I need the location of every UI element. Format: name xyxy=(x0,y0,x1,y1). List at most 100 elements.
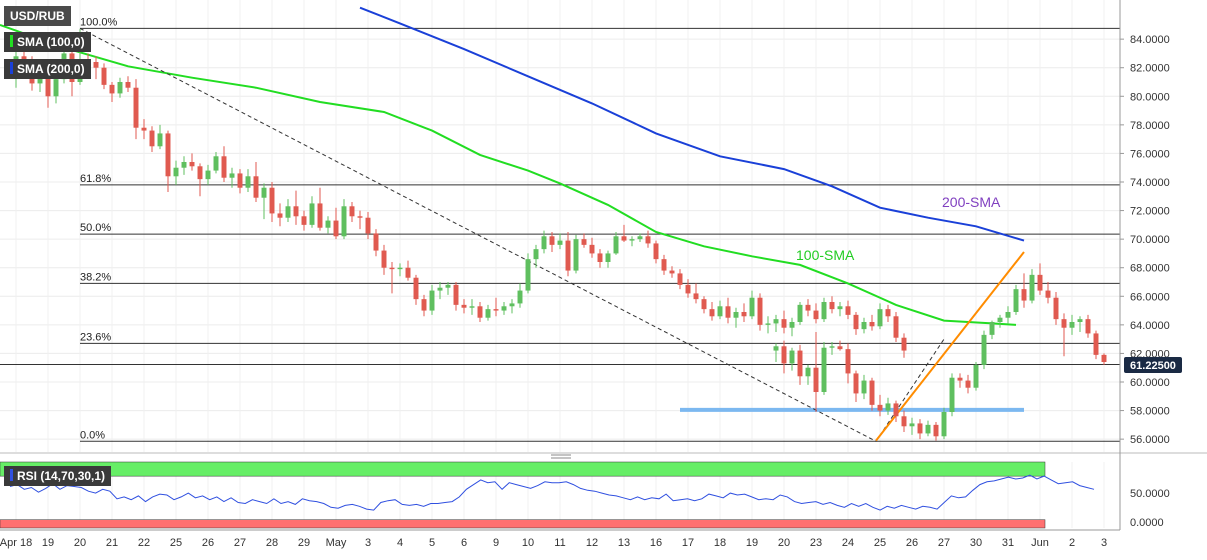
candle-body-bear xyxy=(837,346,843,350)
sma200-legend[interactable]: SMA (200,0) xyxy=(4,59,91,79)
candle-body-bear xyxy=(781,346,787,364)
candle-body-bear xyxy=(221,156,227,178)
rsi-tick-label: 0.0000 xyxy=(1130,517,1164,529)
time-tick-label: 12 xyxy=(586,537,598,549)
candle-body-bull xyxy=(837,306,843,310)
candle-body-bear xyxy=(189,162,195,167)
rsi-overbought-zone xyxy=(0,461,1046,477)
candle-body-bull xyxy=(909,423,915,427)
candle-body-bull xyxy=(805,367,811,377)
candle-body-bear xyxy=(885,309,891,317)
candle-body-bear xyxy=(693,293,699,300)
candle-body-bull xyxy=(557,240,563,245)
candle-body-bear xyxy=(597,253,603,262)
time-tick-label: 25 xyxy=(170,537,182,549)
candle-body-bear xyxy=(333,220,339,237)
time-tick-label: 5 xyxy=(429,537,435,549)
time-tick-label: 24 xyxy=(842,537,854,549)
candle-body-bear xyxy=(1061,319,1067,328)
candle-body-bull xyxy=(437,287,443,291)
candle-body-bear xyxy=(301,216,307,225)
candle-body-bear xyxy=(453,284,459,305)
candle-body-bull xyxy=(309,203,315,225)
candle-body-bull xyxy=(485,309,491,318)
candle-body-bull xyxy=(397,267,403,270)
time-tick-label: 9 xyxy=(493,537,499,549)
candle-body-bear xyxy=(389,267,395,270)
candle-body-bear xyxy=(381,250,387,268)
candle-body-bear xyxy=(141,127,147,131)
fib-level-label: 0.0% xyxy=(80,429,105,441)
time-tick-label: 26 xyxy=(202,537,214,549)
candle-body-bear xyxy=(669,270,675,274)
candle-body-bear xyxy=(93,62,99,68)
trend-lines xyxy=(79,27,1025,442)
candle-body-bear xyxy=(109,84,115,94)
candle-body-bear xyxy=(317,203,323,228)
candle-body-bull xyxy=(573,239,579,271)
candle-body-bear xyxy=(805,304,811,311)
candle-body-bear xyxy=(701,299,707,310)
fib-level-label: 100.0% xyxy=(80,16,118,28)
time-tick-label: 20 xyxy=(778,537,790,549)
price-tick-label: 72.0000 xyxy=(1130,206,1170,218)
candle-body-bear xyxy=(677,273,683,285)
candle-body-bull xyxy=(773,346,779,351)
fib-level-label: 61.8% xyxy=(80,173,111,185)
symbol-label[interactable]: USD/RUB xyxy=(4,6,71,26)
candle-body-bull xyxy=(53,79,59,97)
price-axis: 84.0000 82.0000 80.0000 78.0000 76.0000 74.00… xyxy=(1119,0,1170,530)
candle-body-bull xyxy=(229,173,235,178)
candle-body-bear xyxy=(1093,333,1099,355)
fib-level-label: 38.2% xyxy=(80,271,111,283)
candle-body-bear xyxy=(869,380,875,405)
candle-body-bull xyxy=(613,236,619,254)
price-tick-label: 78.0000 xyxy=(1130,120,1170,132)
candle-body-bull xyxy=(533,249,539,260)
candle-body-bull xyxy=(605,253,611,262)
fib-level-label: 23.6% xyxy=(80,331,111,343)
candle-body-bull xyxy=(1069,322,1075,328)
candle-body-bear xyxy=(813,367,819,392)
rsi-pane: 50.0000 0.0000 xyxy=(0,461,1170,529)
candle-body-bear xyxy=(549,236,555,245)
time-tick-label: Jun xyxy=(1031,537,1049,549)
time-tick-label: 20 xyxy=(74,537,86,549)
time-tick-label: 16 xyxy=(650,537,662,549)
candle-body-bear xyxy=(1037,274,1043,291)
candle-body-bull xyxy=(941,412,947,437)
time-tick-label: 25 xyxy=(874,537,886,549)
candle-body-bull xyxy=(429,290,435,311)
sma100-annotation: 100-SMA xyxy=(796,247,855,263)
candle-body-bull xyxy=(997,317,1003,322)
sma200-line xyxy=(359,6,1025,242)
sma100-swatch xyxy=(10,35,13,47)
candle-body-bear xyxy=(405,267,411,278)
rsi-oversold-zone xyxy=(0,519,1046,529)
candle-body-bull xyxy=(733,312,739,318)
candle-body-bear xyxy=(581,239,587,245)
time-tick-label: 23 xyxy=(810,537,822,549)
time-tick-label: 4 xyxy=(397,537,403,549)
time-tick-label: 10 xyxy=(522,537,534,549)
candle-body-bear xyxy=(661,259,667,271)
candle-body-bear xyxy=(493,309,499,311)
sma100-line xyxy=(0,23,1017,326)
sma100-legend[interactable]: SMA (100,0) xyxy=(4,32,91,52)
fibonacci-levels: 100.0% 61.8% 50.0% 38.2% 23.6% 0.0% xyxy=(0,16,1120,442)
candle-body-bull xyxy=(797,304,803,322)
price-tick-label: 58.0000 xyxy=(1130,406,1170,418)
candle-body-bear xyxy=(1085,319,1091,334)
pane-splitter[interactable] xyxy=(551,454,571,459)
last-price-text: 61.22500 xyxy=(1130,360,1176,372)
candle-body-bear xyxy=(461,304,467,308)
rsi-swatch xyxy=(10,469,13,481)
candle-body-bull xyxy=(1029,274,1035,301)
candle-body-bear xyxy=(293,206,299,217)
dashed-trend-line xyxy=(79,27,945,442)
candle-body-bull xyxy=(117,82,123,94)
candle-body-bear xyxy=(621,236,627,241)
rsi-legend[interactable]: RSI (14,70,30,1) xyxy=(4,466,112,486)
candle-body-bull xyxy=(517,290,523,304)
